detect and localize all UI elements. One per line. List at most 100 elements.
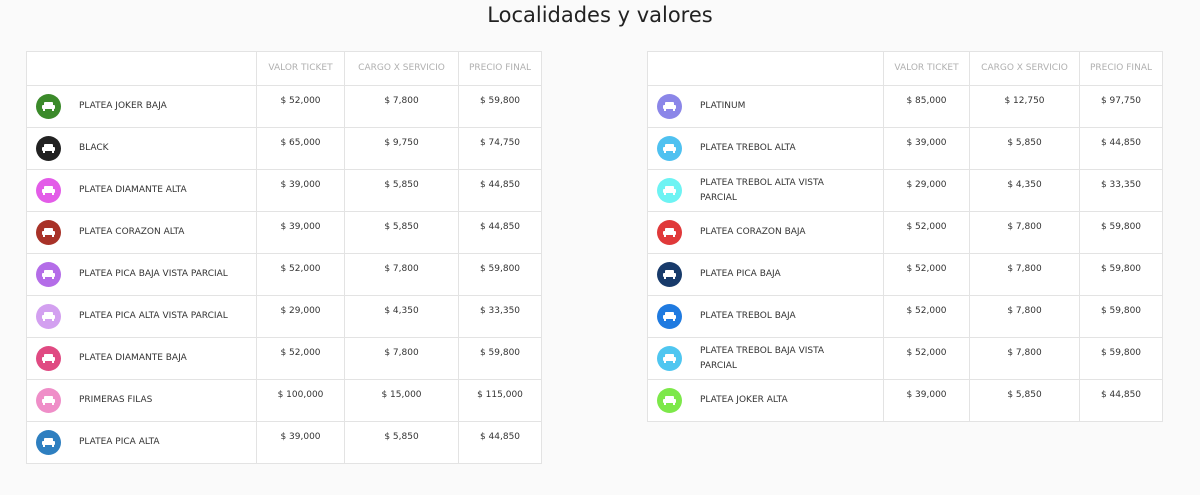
location: PLATEA JOKER ALTA (648, 388, 883, 413)
cargo-cell: $ 5,850 (344, 421, 459, 464)
location-cell: PLATEA PICA ALTA (26, 421, 257, 464)
location: PLATEA TREBOL ALTA VISTA PARCIAL (648, 176, 883, 206)
location-cell: PLATEA JOKER BAJA (26, 85, 257, 128)
location: PLATEA DIAMANTE BAJA (27, 346, 256, 371)
valor-cell: $ 52,000 (883, 295, 970, 338)
precio-cell: $ 44,850 (1079, 379, 1163, 422)
cargo-cell: $ 7,800 (969, 337, 1080, 380)
page-title: Localidades y valores (487, 3, 713, 27)
precio-cell: $ 33,350 (1079, 169, 1163, 212)
location-cell: PLATEA TREBOL ALTA (647, 127, 884, 170)
precio-cell: $ 44,850 (1079, 127, 1163, 170)
precio-cell: $ 44,850 (458, 211, 542, 254)
seat-badge (657, 304, 682, 329)
location-name: PLATEA PICA BAJA VISTA PARCIAL (79, 269, 228, 279)
precio-cell: $ 33,350 (458, 295, 542, 338)
seat-badge (657, 136, 682, 161)
seat-icon (663, 354, 676, 363)
table-row: PLATEA CORAZON ALTA $ 39,000 $ 5,850 $ 44,8… (26, 211, 542, 254)
location: PRIMERAS FILAS (27, 388, 256, 413)
seat-badge (36, 220, 61, 245)
location-cell: BLACK (26, 127, 257, 170)
header-cell: VALOR TICKET (883, 51, 970, 86)
seat-badge (657, 94, 682, 119)
location-name: PLATEA DIAMANTE ALTA (79, 185, 187, 195)
seat-badge (657, 178, 682, 203)
cargo-cell: $ 5,850 (969, 127, 1080, 170)
location: PLATEA PICA ALTA (27, 430, 256, 455)
seat-icon (42, 438, 55, 447)
cargo-cell: $ 7,800 (969, 211, 1080, 254)
precio-cell: $ 44,850 (458, 169, 542, 212)
location-cell: PLATINUM (647, 85, 884, 128)
valor-cell: $ 29,000 (256, 295, 345, 338)
valor-cell: $ 65,000 (256, 127, 345, 170)
precio-cell: $ 59,800 (1079, 337, 1163, 380)
location-cell: PLATEA DIAMANTE BAJA (26, 337, 257, 380)
table-row: BLACK $ 65,000 $ 9,750 $ 74,750 (26, 127, 542, 170)
cargo-cell: $ 4,350 (969, 169, 1080, 212)
seat-icon (42, 312, 55, 321)
valor-cell: $ 39,000 (883, 379, 970, 422)
table-row: PLATEA DIAMANTE ALTA $ 39,000 $ 5,850 $ 44,… (26, 169, 542, 212)
table-row: PLATINUM $ 85,000 $ 12,750 $ 97,750 (647, 85, 1163, 128)
valor-cell: $ 85,000 (883, 85, 970, 128)
price-table: VALOR TICKET CARGO X SERVICIO PRECIO FINAL… (647, 51, 1163, 422)
location: PLATEA PICA ALTA VISTA PARCIAL (27, 304, 256, 329)
location: PLATEA CORAZON ALTA (27, 220, 256, 245)
valor-cell: $ 39,000 (256, 169, 345, 212)
header-cell: CARGO X SERVICIO (969, 51, 1080, 86)
location-cell: PLATEA JOKER ALTA (647, 379, 884, 422)
precio-cell: $ 59,800 (458, 253, 542, 296)
valor-cell: $ 39,000 (883, 127, 970, 170)
precio-cell: $ 74,750 (458, 127, 542, 170)
location-name: PLATEA TREBOL ALTA (700, 143, 796, 153)
location-cell: PRIMERAS FILAS (26, 379, 257, 422)
seat-icon (663, 228, 676, 237)
valor-cell: $ 52,000 (883, 337, 970, 380)
seat-icon (42, 354, 55, 363)
valor-cell: $ 39,000 (256, 421, 345, 464)
seat-badge (657, 346, 682, 371)
table-row: PLATEA PICA BAJA VISTA PARCIAL $ 52,000 $ … (26, 253, 542, 296)
location-cell: PLATEA PICA BAJA VISTA PARCIAL (26, 253, 257, 296)
precio-cell: $ 115,000 (458, 379, 542, 422)
cargo-cell: $ 9,750 (344, 127, 459, 170)
valor-cell: $ 52,000 (883, 253, 970, 296)
valor-cell: $ 52,000 (256, 85, 345, 128)
precio-cell: $ 59,800 (458, 337, 542, 380)
table-row: PRIMERAS FILAS $ 100,000 $ 15,000 $ 115,000 (26, 379, 542, 422)
cargo-cell: $ 7,800 (344, 337, 459, 380)
table-row: PLATEA TREBOL BAJA $ 52,000 $ 7,800 $ 59,80… (647, 295, 1163, 338)
cargo-cell: $ 7,800 (344, 85, 459, 128)
price-table: VALOR TICKET CARGO X SERVICIO PRECIO FINAL… (26, 51, 542, 464)
cargo-cell: $ 12,750 (969, 85, 1080, 128)
location: BLACK (27, 136, 256, 161)
location-name: PLATEA PICA ALTA VISTA PARCIAL (79, 311, 228, 321)
table-row: PLATEA DIAMANTE BAJA $ 52,000 $ 7,800 $ 59,… (26, 337, 542, 380)
table-row: PLATEA PICA ALTA $ 39,000 $ 5,850 $ 44,850 (26, 421, 542, 464)
location-cell: PLATEA PICA ALTA VISTA PARCIAL (26, 295, 257, 338)
table-row: PLATEA JOKER ALTA $ 39,000 $ 5,850 $ 44,850 (647, 379, 1163, 422)
valor-cell: $ 52,000 (256, 253, 345, 296)
seat-icon (663, 144, 676, 153)
cargo-cell: $ 5,850 (969, 379, 1080, 422)
precio-cell: $ 97,750 (1079, 85, 1163, 128)
header-row: VALOR TICKET CARGO X SERVICIO PRECIO FINAL (647, 51, 1163, 86)
seat-badge (36, 94, 61, 119)
location-name: PLATEA TREBOL ALTA VISTA PARCIAL (700, 177, 824, 203)
seat-badge (657, 388, 682, 413)
location-name: PLATEA JOKER ALTA (700, 395, 788, 405)
cargo-cell: $ 4,350 (344, 295, 459, 338)
table-row: PLATEA TREBOL ALTA VISTA PARCIAL $ 29,000… (647, 169, 1163, 212)
precio-cell: $ 59,800 (1079, 211, 1163, 254)
location: PLATEA JOKER BAJA (27, 94, 256, 119)
location-name: PLATEA PICA BAJA (700, 269, 781, 279)
header-row: VALOR TICKET CARGO X SERVICIO PRECIO FINAL (26, 51, 542, 86)
location-name: PLATEA JOKER BAJA (79, 101, 167, 111)
seat-badge (36, 262, 61, 287)
location: PLATEA CORAZON BAJA (648, 220, 883, 245)
location: PLATEA PICA BAJA (648, 262, 883, 287)
header-cell: CARGO X SERVICIO (344, 51, 459, 86)
cargo-cell: $ 5,850 (344, 211, 459, 254)
